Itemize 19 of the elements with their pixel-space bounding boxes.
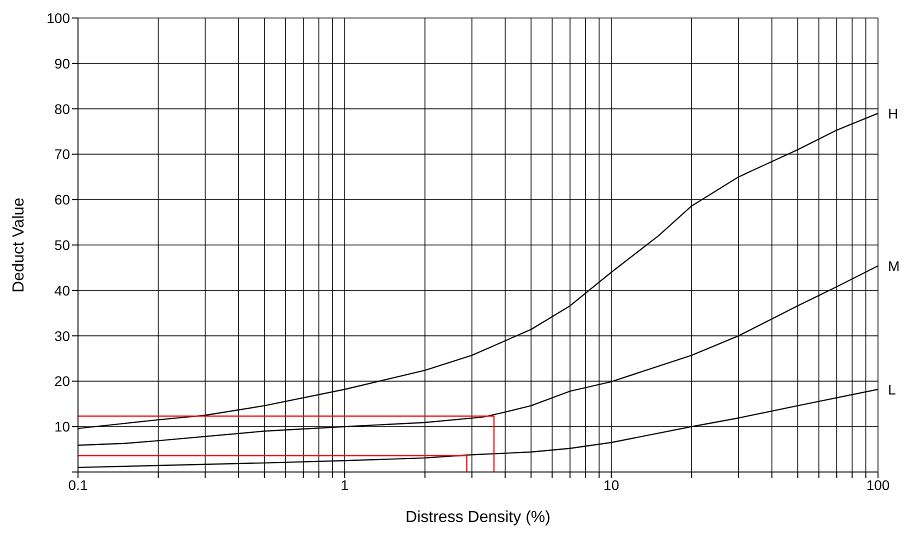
y-tick-label: 30 <box>54 328 70 344</box>
series-label: L <box>888 381 896 398</box>
y-tick-label: 50 <box>54 236 70 253</box>
series-label: M <box>888 258 900 274</box>
y-tick-label: 70 <box>54 146 70 162</box>
y-axis-title: Deduct Value <box>10 197 28 292</box>
y-tick-label: 80 <box>54 100 70 117</box>
x-tick-label: 1 <box>340 476 349 493</box>
x-tick-label: 100 <box>866 476 890 493</box>
x-tick-label: 0.1 <box>68 476 88 493</box>
y-tick-label: 10 <box>54 418 70 435</box>
y-tick-label: 20 <box>54 373 70 390</box>
x-tick-label: 10 <box>604 476 620 493</box>
y-tick-label: 40 <box>54 282 70 298</box>
y-tick-label: 90 <box>54 55 70 72</box>
y-tick-label: 100 <box>46 10 70 26</box>
y-tick-label: 60 <box>54 192 70 208</box>
x-axis-title: Distress Density (%) <box>406 509 550 526</box>
series-label: H <box>888 105 898 122</box>
